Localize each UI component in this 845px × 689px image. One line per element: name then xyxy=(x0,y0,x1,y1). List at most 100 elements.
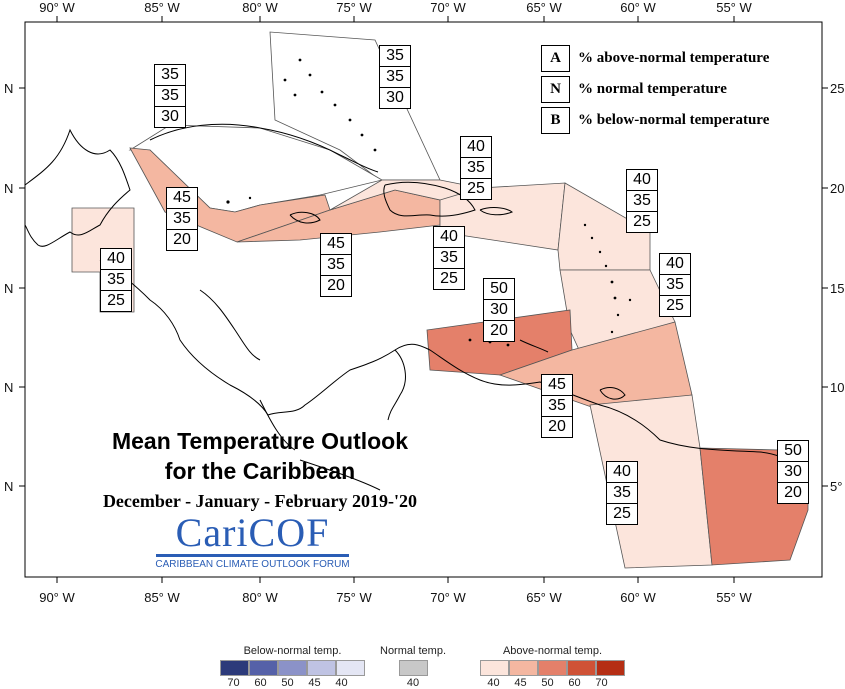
colorbar-tick-label: 50 xyxy=(281,677,294,689)
lon-label-top: 80° W xyxy=(242,0,278,15)
below-normal-pct: 20 xyxy=(173,231,191,248)
below-normal-pct: 25 xyxy=(440,270,458,287)
below-normal-pct: 30 xyxy=(161,108,179,125)
colorbar-swatch xyxy=(398,660,428,676)
colorbar-swatch xyxy=(249,660,278,676)
legend-row-normal: N % normal temperature xyxy=(541,74,769,105)
above-normal-pct: 40 xyxy=(434,227,464,248)
lon-label-top: 70° W xyxy=(430,0,466,15)
value-stack-windward: 40 35 25 xyxy=(659,253,691,317)
below-normal-pct: 25 xyxy=(107,292,125,309)
below-normal-pct: 20 xyxy=(784,484,802,501)
legend-row-above: A % above-normal temperature xyxy=(541,43,769,74)
colorbar-swatch xyxy=(307,660,336,676)
below-normal-pct: 20 xyxy=(548,418,566,435)
above-normal-pct: 45 xyxy=(321,234,351,255)
lon-label-top: 65° W xyxy=(526,0,562,15)
above-normal-pct: 35 xyxy=(380,46,410,67)
below-normal-pct: 20 xyxy=(490,322,508,339)
logo-underline xyxy=(156,554,349,557)
colorbar-tick-label: 60 xyxy=(254,677,267,689)
lat-label-left: N xyxy=(4,81,13,96)
lon-label-top: 75° W xyxy=(336,0,372,15)
colorbar-swatch xyxy=(480,660,509,676)
normal-pct: 35 xyxy=(167,209,197,230)
lat-label-right: 5° xyxy=(830,479,842,494)
lon-label-bottom: 65° W xyxy=(526,590,562,605)
colorbar-tick-label: 70 xyxy=(227,677,240,689)
colorbar-tick-label: 45 xyxy=(514,677,527,689)
value-stack-leeward: 40 35 25 xyxy=(626,169,658,233)
map-title-line2: for the Caribbean xyxy=(164,458,356,484)
lon-label-bottom: 90° W xyxy=(39,590,75,605)
colorbar-tick-label: 45 xyxy=(308,677,321,689)
lon-label-top: 90° W xyxy=(39,0,75,15)
value-stack-bahamas: 35 35 30 xyxy=(379,45,411,109)
lat-label-left: N xyxy=(4,380,13,395)
probability-legend: A % above-normal temperature N % normal … xyxy=(541,43,769,136)
normal-pct: 35 xyxy=(607,483,637,504)
map-frame xyxy=(24,21,823,578)
region-cayman-jamaica-sea xyxy=(129,147,331,243)
colorbar-tick-label: 50 xyxy=(541,677,554,689)
value-stack-cuba: 35 35 30 xyxy=(154,64,186,128)
colorbar-swatches xyxy=(380,660,446,676)
below-normal-pct: 30 xyxy=(386,89,404,106)
value-stack-puerto-rico: 40 35 25 xyxy=(460,136,492,200)
below-normal-pct: 25 xyxy=(467,180,485,197)
colorbar-normal: Normal temp. 40 xyxy=(380,645,446,689)
colorbar-swatch xyxy=(509,660,538,676)
lon-label-bottom: 75° W xyxy=(336,590,372,605)
lat-label-right: 25 xyxy=(830,81,844,96)
below-normal-pct: 25 xyxy=(633,213,651,230)
colorbar-label: Normal temp. xyxy=(380,645,447,657)
normal-pct: 35 xyxy=(434,248,464,269)
below-normal-pct: 20 xyxy=(327,277,345,294)
lat-label-right: 10 xyxy=(830,380,844,395)
colorbar-swatch xyxy=(567,660,596,676)
normal-pct: 35 xyxy=(660,275,690,296)
colorbar-tick-label: 40 xyxy=(335,677,348,689)
above-normal-pct: 40 xyxy=(627,170,657,191)
lon-label-bottom: 85° W xyxy=(144,590,180,605)
normal-pct: 35 xyxy=(101,270,131,291)
legend-text: % below-normal temperature xyxy=(578,112,770,128)
lat-label-right: 15 xyxy=(830,281,844,296)
value-stack-suriname: 50 30 20 xyxy=(777,440,809,504)
value-stack-cayman: 45 35 20 xyxy=(166,187,198,251)
lon-label-bottom: 55° W xyxy=(716,590,752,605)
above-normal-pct: 40 xyxy=(660,254,690,275)
normal-pct: 35 xyxy=(380,67,410,88)
colorbar-below: Below-normal temp. 70 60 50 45 40 xyxy=(220,645,365,689)
caricof-logo: CariCOF CARIBBEAN CLIMATE OUTLOOK FORUM xyxy=(150,510,355,571)
logo-word: CariCOF xyxy=(175,510,330,555)
value-stack-jamaica: 45 35 20 xyxy=(320,233,352,297)
above-normal-pct: 50 xyxy=(484,279,514,300)
legend-code: N xyxy=(541,76,570,103)
lat-label-left: N xyxy=(4,181,13,196)
normal-pct: 30 xyxy=(778,462,808,483)
lat-label-left: N xyxy=(4,479,13,494)
colorbar-swatch xyxy=(220,660,249,676)
colorbar-swatch xyxy=(336,660,365,676)
above-normal-pct: 45 xyxy=(167,188,197,209)
colorbar-ticks: 40 xyxy=(380,677,446,689)
lat-label-left: N xyxy=(4,281,13,296)
lon-ticks xyxy=(56,16,735,583)
lat-label-right: 20 xyxy=(830,181,844,196)
colorbar-above: Above-normal temp. 40 45 50 60 70 xyxy=(480,645,625,689)
map-title-line1: Mean Temperature Outlook xyxy=(111,428,409,454)
value-stack-guyana: 40 35 25 xyxy=(606,461,638,525)
colorbar-tick-label: 60 xyxy=(568,677,581,689)
colorbar-swatches xyxy=(480,660,625,676)
map-period: December - January - February 2019-'20 xyxy=(102,491,418,511)
normal-pct: 35 xyxy=(461,158,491,179)
above-normal-pct: 50 xyxy=(778,441,808,462)
lon-label-top: 55° W xyxy=(716,0,752,15)
value-stack-belize: 40 35 25 xyxy=(100,248,132,312)
normal-pct: 35 xyxy=(155,86,185,107)
above-normal-pct: 40 xyxy=(461,137,491,158)
colorbar-label: Above-normal temp. xyxy=(502,645,603,657)
above-normal-pct: 40 xyxy=(607,462,637,483)
value-stack-hispaniola: 40 35 25 xyxy=(433,226,465,290)
